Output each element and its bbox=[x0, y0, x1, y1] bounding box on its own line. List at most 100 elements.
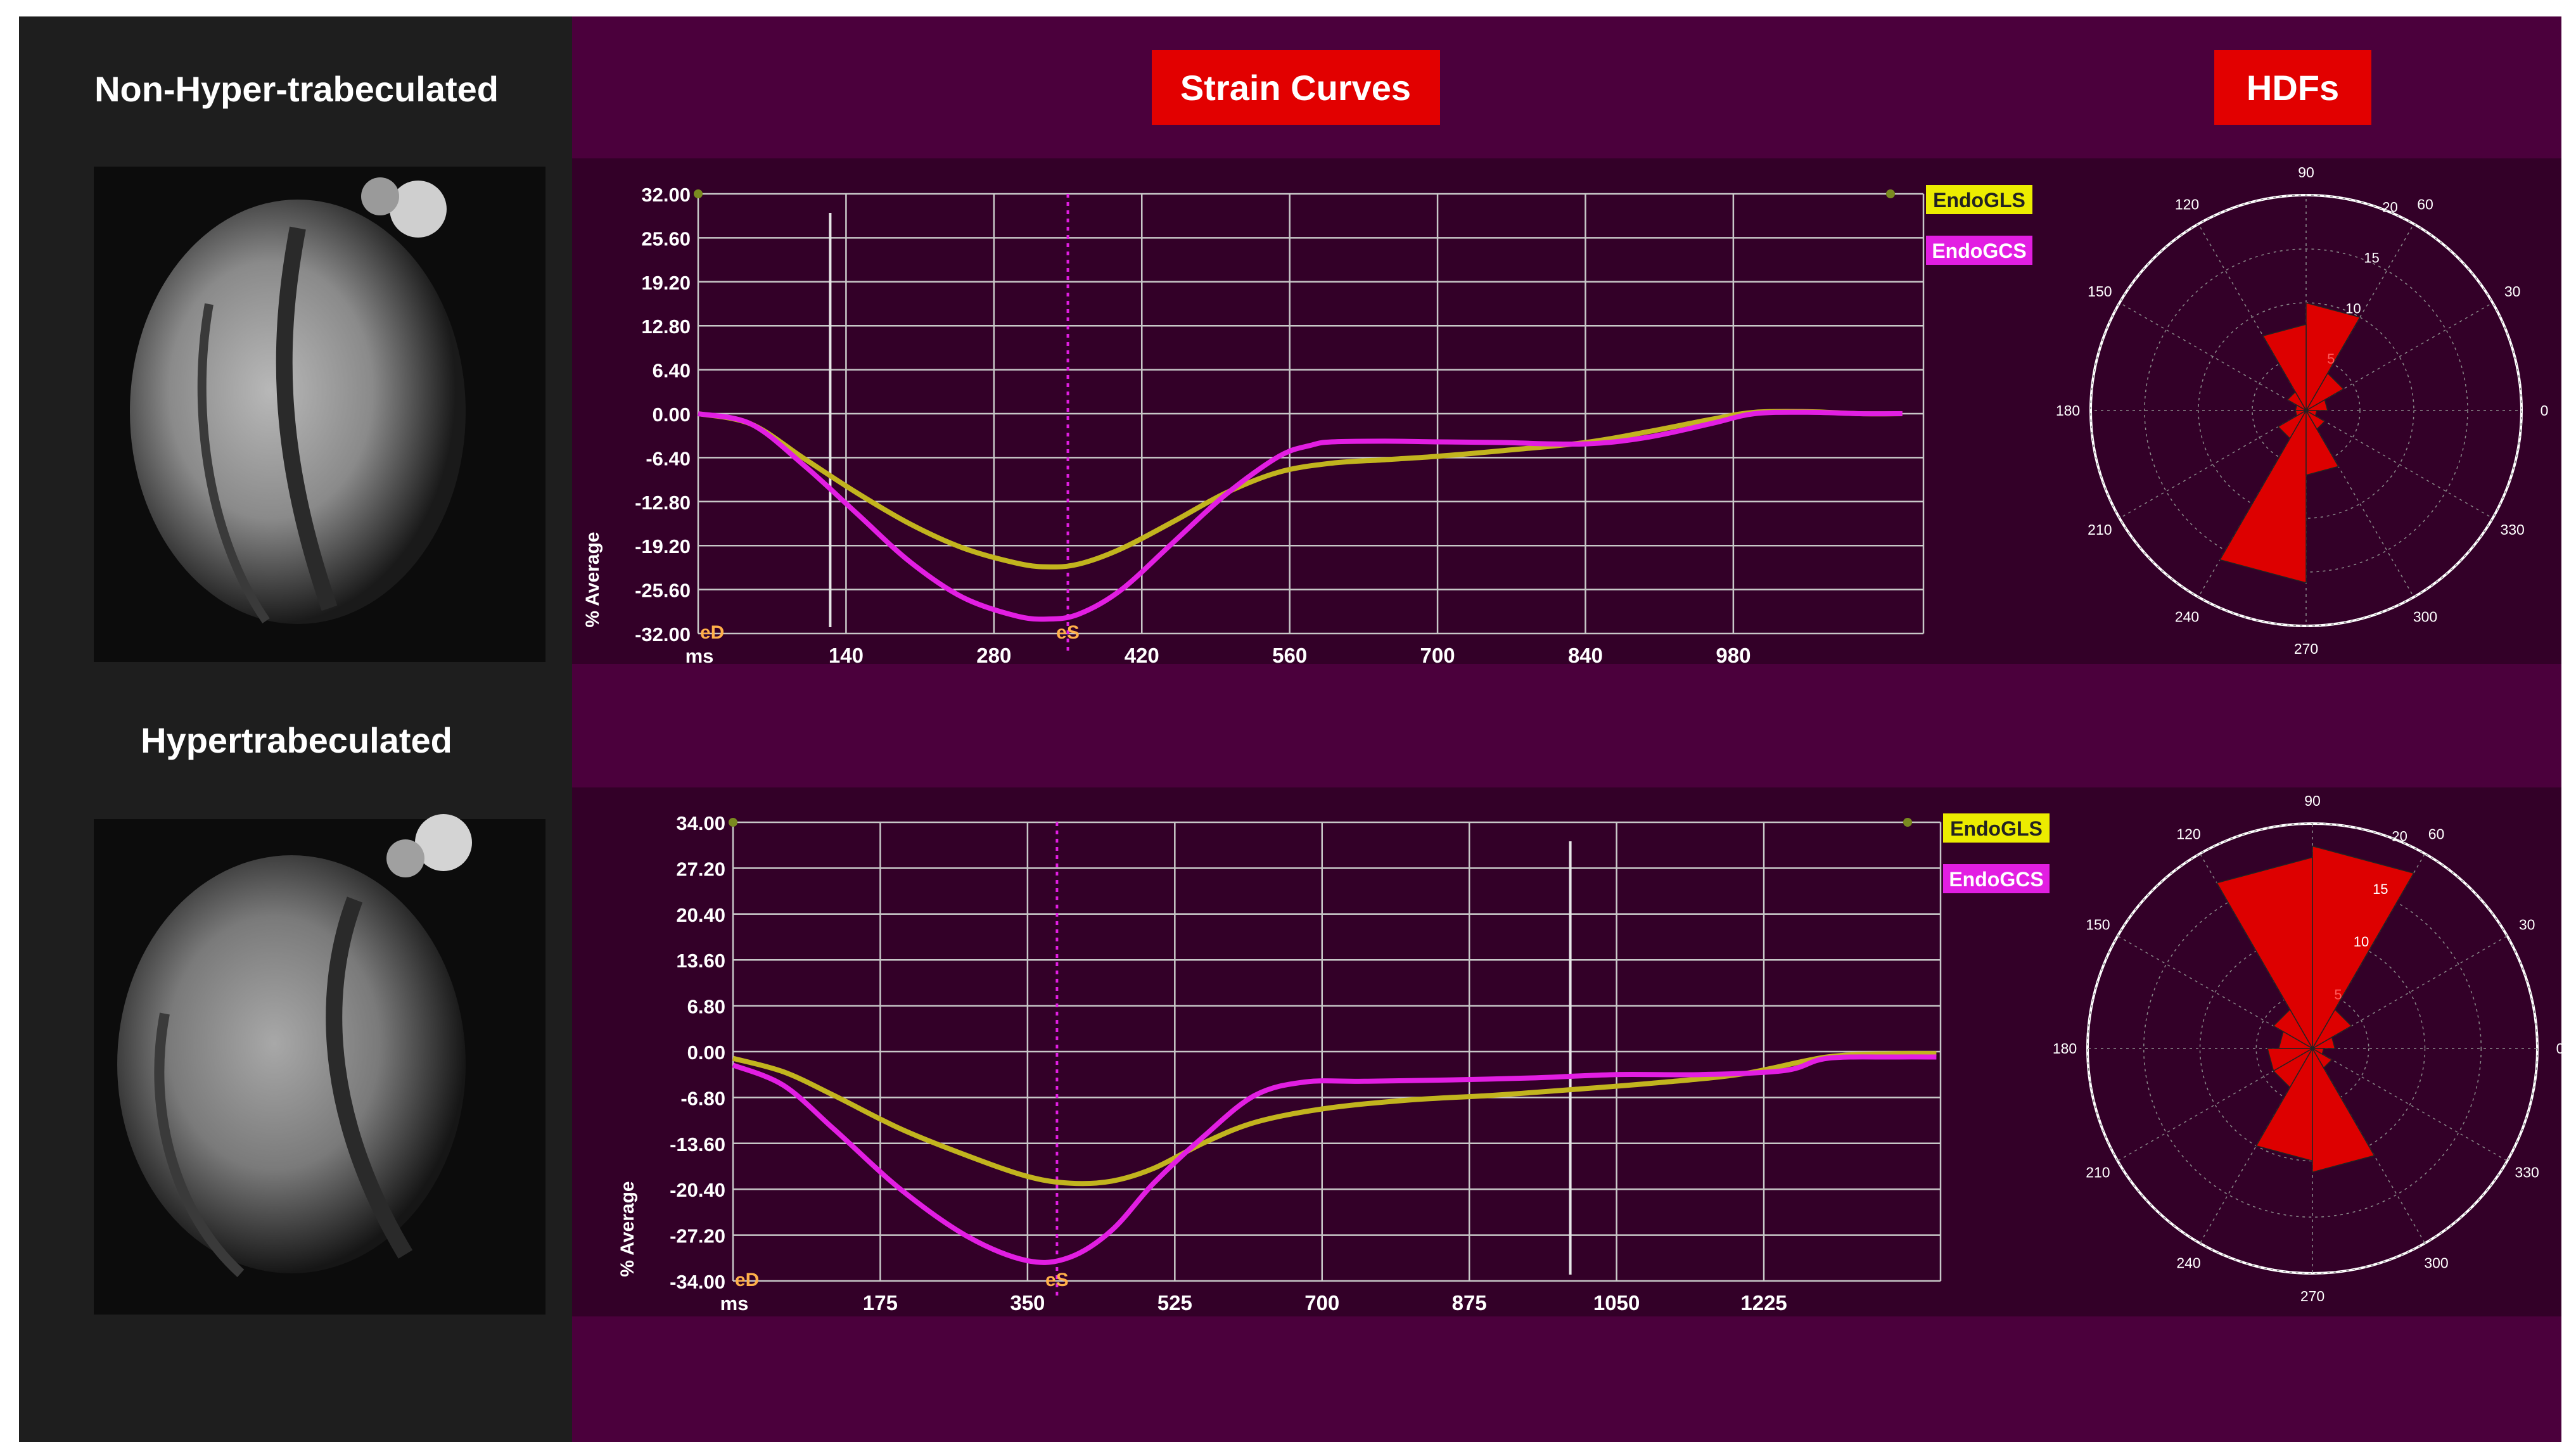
polar-spoke bbox=[2305, 410, 2493, 519]
polar-angle-label: 30 bbox=[2519, 917, 2535, 933]
ed-marker-label: eD bbox=[735, 1270, 759, 1290]
ed-marker-label: eD bbox=[700, 622, 724, 643]
y-tick-label: 0.00 bbox=[687, 1041, 725, 1064]
legend-swatch-endogls bbox=[1943, 813, 2050, 843]
mri-image-bottom bbox=[94, 814, 545, 1315]
strain-chart-bottom: 34.00 27.20 20.40 13.60 6.80 0.00 -6.80 -13.60 -… bbox=[617, 812, 2050, 1315]
x-unit-label: ms bbox=[685, 645, 714, 667]
polar-bin-petal bbox=[2312, 1047, 2375, 1173]
series-line-endogls bbox=[698, 409, 1903, 570]
polar-ring bbox=[2199, 935, 2426, 1162]
y-tick-label: -25.60 bbox=[635, 580, 691, 602]
polar-ring bbox=[2087, 823, 2538, 1274]
y-tick-label: -32.00 bbox=[635, 623, 691, 646]
polar-spoke bbox=[2305, 410, 2414, 597]
x-tick-label: 175 bbox=[863, 1291, 898, 1315]
hdf-header: HDFs bbox=[2214, 50, 2371, 125]
y-tick-label: 32.00 bbox=[641, 184, 691, 206]
ed-dot bbox=[729, 818, 737, 827]
polar-angle-label: 120 bbox=[2175, 196, 2199, 212]
legend-label: EndoGCS bbox=[1932, 239, 2026, 262]
y-tick-label: -6.40 bbox=[646, 447, 691, 469]
bottom-row-label: Hypertrabeculated bbox=[141, 720, 452, 760]
polar-angle-label: 60 bbox=[2428, 825, 2445, 842]
polar-spoke bbox=[2119, 302, 2307, 411]
strain-chart-top: 32.00 25.60 19.20 12.80 6.40 0.00 -6.40 -12.80 -… bbox=[582, 184, 2032, 667]
legend-dot bbox=[1903, 818, 1912, 827]
polar-angle-label: 120 bbox=[2176, 825, 2200, 842]
polar-radial-label: 20 bbox=[2392, 828, 2407, 844]
polar-bin-petal bbox=[2305, 409, 2340, 476]
polar-angle-label: 210 bbox=[2088, 521, 2112, 538]
y-tick-label: -13.60 bbox=[670, 1133, 725, 1156]
y-tick-label: -12.80 bbox=[635, 492, 691, 514]
polar-angle-label: 240 bbox=[2175, 609, 2199, 625]
y-tick-label: -19.20 bbox=[635, 535, 691, 557]
x-tick-label: 840 bbox=[1568, 644, 1603, 667]
series-line-endogcs bbox=[698, 409, 1903, 622]
x-tick-label: 280 bbox=[976, 644, 1011, 667]
polar-angle-label: 90 bbox=[2298, 164, 2314, 181]
polar-angle-label: 180 bbox=[2056, 402, 2080, 419]
x-tick-label: 1050 bbox=[1593, 1291, 1640, 1315]
x-tick-label: 700 bbox=[1304, 1291, 1339, 1315]
legend-swatch-endogcs bbox=[1926, 236, 2032, 265]
x-tick-label: 560 bbox=[1272, 644, 1307, 667]
x-tick-label: 1225 bbox=[1740, 1291, 1787, 1315]
polar-angle-label: 270 bbox=[2300, 1288, 2324, 1304]
strain-curves-header: Strain Curves bbox=[1152, 50, 1440, 125]
es-marker-label: eS bbox=[1056, 622, 1080, 643]
x-tick-label: 525 bbox=[1157, 1291, 1192, 1315]
legend-dot bbox=[1886, 189, 1895, 198]
top-row-label: Non-Hyper-trabeculated bbox=[94, 69, 499, 109]
x-tick-label: 420 bbox=[1125, 644, 1159, 667]
y-axis-label: % Average bbox=[617, 1181, 638, 1277]
series-line-endogcs bbox=[732, 1054, 1937, 1265]
polar-bin-petal bbox=[2216, 857, 2313, 1050]
polar-angle-label: 60 bbox=[2417, 196, 2433, 212]
legend-label: EndoGLS bbox=[1933, 189, 2025, 212]
polar-bin-petal bbox=[2304, 410, 2318, 417]
polar-radial-label: 15 bbox=[2364, 250, 2379, 265]
y-tick-label: -6.80 bbox=[680, 1087, 725, 1109]
y-tick-label: 34.00 bbox=[676, 812, 725, 834]
legend-label: EndoGLS bbox=[1950, 817, 2043, 840]
y-tick-label: -20.40 bbox=[670, 1179, 725, 1201]
y-axis-label: % Average bbox=[582, 532, 603, 627]
polar-bin-petal bbox=[2219, 409, 2307, 583]
y-tick-label: 19.20 bbox=[641, 272, 691, 294]
legend-swatch-endogls bbox=[1926, 185, 2032, 214]
polar-ring bbox=[2090, 194, 2522, 627]
ed-dot bbox=[694, 189, 703, 198]
polar-angle-label: 180 bbox=[2053, 1040, 2077, 1057]
x-tick-label: 350 bbox=[1010, 1291, 1045, 1315]
polar-angle-label: 240 bbox=[2176, 1255, 2200, 1271]
y-tick-label: 0.00 bbox=[653, 404, 691, 426]
polar-angle-label: 330 bbox=[2500, 521, 2524, 538]
polar-angle-label: 30 bbox=[2504, 283, 2521, 300]
mri-image-top bbox=[94, 167, 545, 662]
y-tick-label: 6.40 bbox=[653, 360, 691, 382]
polar-ring bbox=[2255, 991, 2369, 1105]
x-tick-label: 980 bbox=[1716, 644, 1750, 667]
polar-radial-label: 10 bbox=[2354, 934, 2369, 950]
polar-angle-label: 330 bbox=[2515, 1164, 2539, 1181]
y-tick-label: 25.60 bbox=[641, 227, 691, 250]
polar-radial-label: 10 bbox=[2345, 300, 2361, 316]
polar-angle-label: 210 bbox=[2086, 1164, 2110, 1181]
y-tick-label: 20.40 bbox=[676, 904, 725, 926]
y-tick-label: 13.60 bbox=[676, 950, 725, 972]
x-tick-label: 140 bbox=[829, 644, 864, 667]
polar-angle-label: 150 bbox=[2086, 917, 2110, 933]
polar-bin-petal bbox=[2311, 1048, 2324, 1055]
x-tick-label: 875 bbox=[1452, 1291, 1487, 1315]
polar-spoke bbox=[2305, 302, 2493, 411]
polar-angle-label: 90 bbox=[2304, 793, 2321, 809]
polar-angle-label: 300 bbox=[2424, 1255, 2448, 1271]
polar-radial-label: 15 bbox=[2373, 881, 2388, 897]
polar-radial-label: 20 bbox=[2382, 200, 2397, 215]
polar-spoke bbox=[2198, 224, 2307, 411]
